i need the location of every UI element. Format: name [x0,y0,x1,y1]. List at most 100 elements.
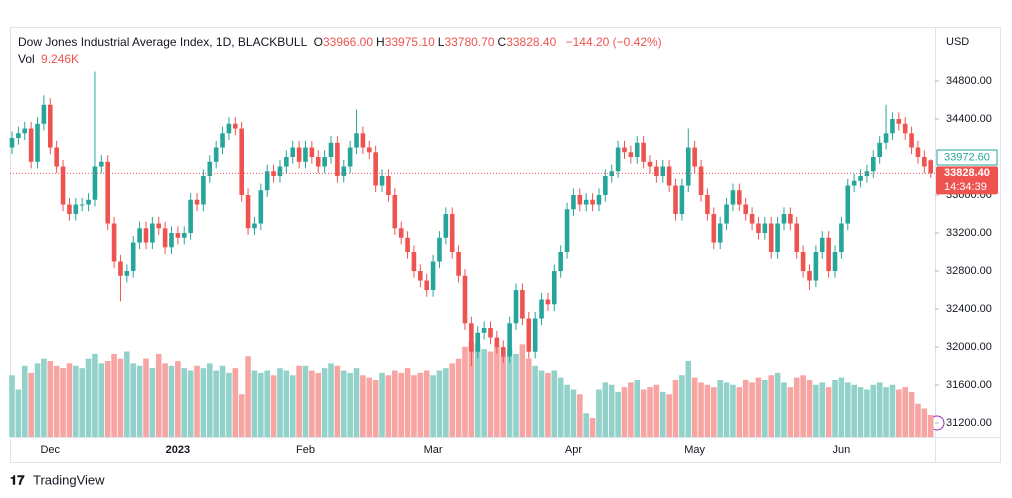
candle-body [577,195,583,205]
candle-body [41,104,47,124]
volume-bar [621,387,628,437]
volume-bar [436,370,443,437]
y-tick-label: 31600.00 [946,379,992,391]
volume-bar [870,384,877,437]
volume-bar [615,391,621,437]
candle-body [437,237,442,262]
candle-body [150,223,155,243]
candle-body [507,323,512,357]
candle-body [347,147,353,167]
volume-bar [513,353,519,437]
volume-bar [819,382,826,437]
candle-body [366,147,372,153]
candle-body [175,233,181,238]
candle-body [156,223,162,229]
volume-bar [768,375,775,437]
volume-bar [423,370,430,437]
candle-body [130,242,136,272]
candle-body [622,147,627,153]
volume-bar [723,382,730,437]
candle-body [641,142,646,162]
volume-bar [602,382,609,437]
candle-body [928,160,934,174]
candle-body [86,199,91,205]
candle-body [60,166,66,205]
volume-bar [564,384,570,437]
volume-bar [927,415,934,437]
ohlc-label: C [497,35,507,49]
candle-body [724,204,729,224]
symbol-title: Dow Jones Industrial Average Index, 1D, … [18,35,308,49]
change: −144.20 (−0.42%) [565,35,662,49]
candle-body [603,176,608,196]
volume-bar [360,375,366,437]
candle-body [392,195,398,229]
volume-bar [162,363,168,437]
candle-body [909,133,914,148]
x-tick-label: Mar [424,444,443,456]
candle-body [137,228,142,243]
volume-bar [577,394,583,437]
volume-bar [124,351,130,437]
candle-body [328,142,334,158]
candle-body [532,318,538,352]
x-tick-label: 2023 [166,444,190,456]
volume-bar [462,346,468,437]
volume-bar [9,375,15,437]
ohlc-label: O [313,35,323,49]
volume-label: Vol [18,52,35,66]
candle-body [309,147,315,158]
candle-body [781,214,787,224]
volume-bar [902,387,908,437]
volume-bar [53,365,60,437]
candle-body [16,133,21,139]
candle-body [839,223,844,253]
volume-bar [921,408,928,437]
candle-body [67,204,72,215]
candle-body [851,180,857,186]
volume-bar [474,344,481,437]
volume-bar [347,372,353,437]
candle-body [660,166,666,177]
candle-body [481,328,487,333]
candle-body [813,252,819,281]
volume-bar [659,391,666,437]
candle-body [654,166,659,177]
volume-bar [245,356,251,437]
volume-bar [653,384,660,437]
volume-bar [155,353,162,437]
candle-body [188,199,193,234]
volume-bar [340,370,347,437]
volume-bar [717,380,723,437]
chart-frame [10,27,1001,463]
volume-bar [787,387,794,437]
candle-body [322,157,327,167]
volume-bar [404,368,411,437]
candle-body [673,185,678,215]
candle-body [220,133,225,148]
volume-bar [494,346,500,437]
currency: USD [946,36,969,48]
volume-bar [168,365,175,437]
volume-bars [9,342,934,437]
volume-bar [443,368,449,437]
candle-body [749,214,755,224]
candle-body [494,337,500,348]
volume-bar [864,389,870,437]
volume-bar [704,384,711,437]
candle-body [411,252,417,272]
x-tick-label: Apr [565,444,582,456]
volume-bar [213,370,219,437]
volume-bar [219,365,226,437]
volume-bar [366,377,373,437]
candle-body [890,119,895,134]
volume-bar [698,382,704,437]
volume-bar [392,370,398,437]
ohlc-value: 33780.70 [444,35,495,49]
candle-body [469,323,474,352]
volume-bar [908,391,915,437]
candle-body [9,138,15,148]
volume-bar [47,361,54,437]
y-tick-label: 34800.00 [946,75,992,87]
volume-value: 9.246K [41,52,80,66]
